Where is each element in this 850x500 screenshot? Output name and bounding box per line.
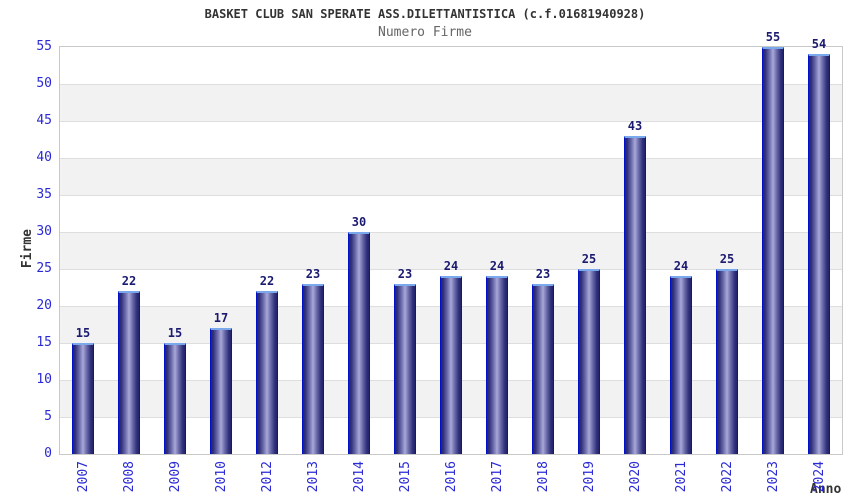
y-tick-label: 10: [36, 372, 52, 387]
plot-area: [59, 46, 843, 455]
x-tick-label: 2022: [720, 461, 735, 493]
y-tick-label: 5: [44, 409, 52, 424]
bar-value-label: 23: [305, 266, 321, 281]
bar-2019: [578, 269, 600, 454]
bar-2007: [72, 343, 94, 454]
bar-value-label: 24: [673, 259, 689, 274]
bar-value-label: 24: [489, 259, 505, 274]
x-tick-label: 2013: [306, 461, 321, 493]
bar-2010: [210, 328, 232, 454]
y-tick-label: 40: [36, 150, 52, 165]
x-tick-label: 2020: [628, 461, 643, 493]
x-tick-label: 2014: [352, 461, 367, 493]
bar-value-label: 54: [811, 37, 827, 52]
bar-value-label: 55: [765, 30, 781, 44]
x-tick-label: 2018: [536, 461, 551, 493]
bar-2008: [118, 291, 140, 454]
x-axis-label: Anno: [810, 482, 842, 497]
gridline: [60, 121, 842, 122]
x-tick-label: 2019: [582, 461, 597, 493]
gridline: [60, 232, 842, 233]
x-tick-label: 2015: [398, 461, 413, 493]
bar-value-label: 25: [581, 252, 597, 266]
bar-2018: [532, 283, 554, 454]
x-tick-label: 2021: [674, 461, 689, 493]
plot-band: [60, 158, 842, 195]
chart-title: BASKET CLUB SAN SPERATE ASS.DILETTANTIST…: [204, 7, 646, 21]
bar-value-label: 15: [167, 326, 183, 340]
x-tick-label: 2010: [214, 461, 229, 493]
y-tick-label: 20: [36, 298, 52, 313]
x-tick-label: 2007: [76, 461, 91, 493]
x-tick-label: 2024: [812, 461, 827, 493]
bar-value-label: 24: [443, 259, 459, 274]
x-tick-label: 2012: [260, 461, 275, 493]
plot-band: [60, 195, 842, 232]
bar-2024: [808, 54, 830, 454]
gridline: [60, 195, 842, 196]
y-tick-label: 55: [36, 39, 52, 54]
bar-2023: [762, 47, 784, 454]
bar-2021: [670, 276, 692, 454]
y-tick-label: 0: [44, 446, 52, 461]
y-tick-label: 15: [36, 335, 52, 350]
bar-2020: [624, 135, 646, 454]
bar-2014: [348, 232, 370, 454]
y-tick-label: 25: [36, 261, 52, 276]
bar-value-label: 43: [627, 118, 643, 133]
bar-value-label: 17: [213, 311, 229, 326]
bar-value-label: 25: [719, 252, 735, 266]
bar-2013: [302, 283, 324, 454]
y-tick-label: 45: [36, 113, 52, 128]
x-tick-label: 2016: [444, 461, 459, 493]
plot-band: [60, 121, 842, 158]
x-tick-label: 2008: [122, 461, 137, 493]
plot-band: [60, 84, 842, 121]
x-tick-label: 2017: [490, 461, 505, 493]
gridline: [60, 269, 842, 270]
bar-2016: [440, 276, 462, 454]
gridline: [60, 158, 842, 159]
bar-2022: [716, 269, 738, 454]
bar-2017: [486, 276, 508, 454]
x-tick-label: 2023: [766, 461, 781, 493]
gridline: [60, 84, 842, 85]
bar-value-label: 30: [351, 215, 367, 229]
y-tick-label: 30: [36, 224, 52, 239]
plot-band: [60, 232, 842, 269]
bar-value-label: 23: [535, 266, 551, 281]
bar-2009: [164, 343, 186, 454]
bar-value-label: 23: [397, 266, 413, 281]
y-tick-label: 35: [36, 187, 52, 202]
bar-value-label: 15: [75, 326, 91, 340]
bar-2015: [394, 283, 416, 454]
chart-subtitle: Numero Firme: [378, 25, 472, 40]
bar-value-label: 22: [121, 274, 137, 289]
bar-2012: [256, 291, 278, 454]
bar-value-label: 22: [259, 274, 275, 289]
x-tick-label: 2009: [168, 461, 183, 493]
y-tick-label: 50: [36, 76, 52, 91]
plot-band: [60, 47, 842, 84]
